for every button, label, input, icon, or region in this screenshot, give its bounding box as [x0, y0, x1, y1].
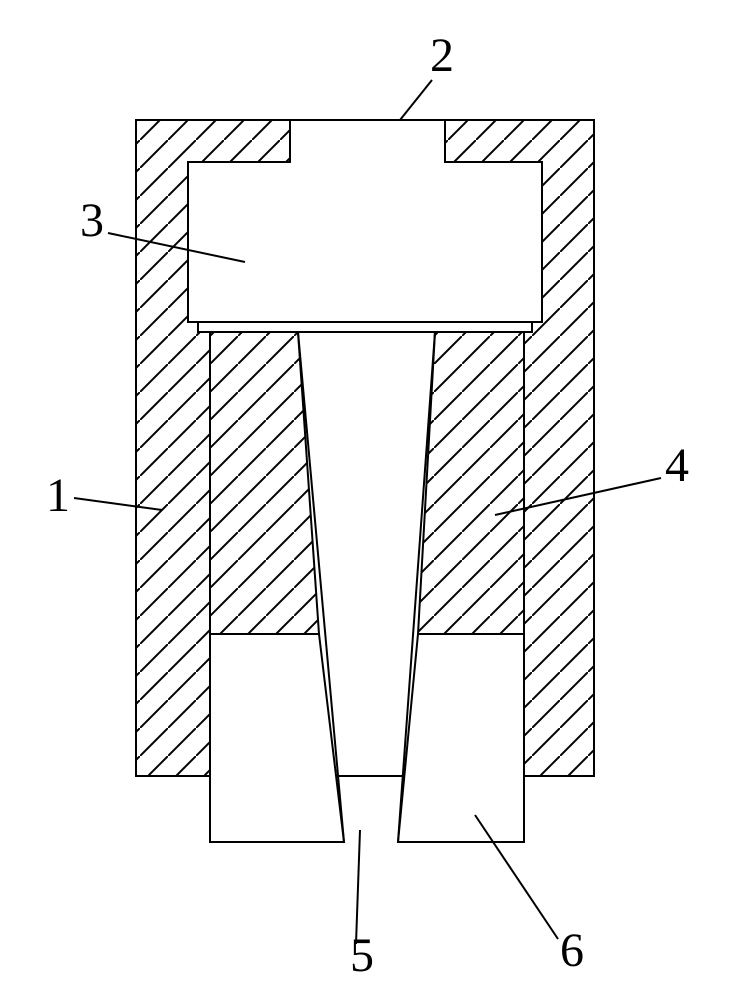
label-5: 5	[350, 932, 374, 980]
diagram-canvas: 1 2 3 4 5 6	[0, 0, 743, 1000]
label-3: 3	[80, 197, 104, 245]
label-6: 6	[560, 927, 584, 975]
label-4: 4	[665, 442, 689, 490]
label-1: 1	[46, 472, 70, 520]
label-2: 2	[430, 32, 454, 80]
cross-section-svg	[0, 0, 743, 1000]
